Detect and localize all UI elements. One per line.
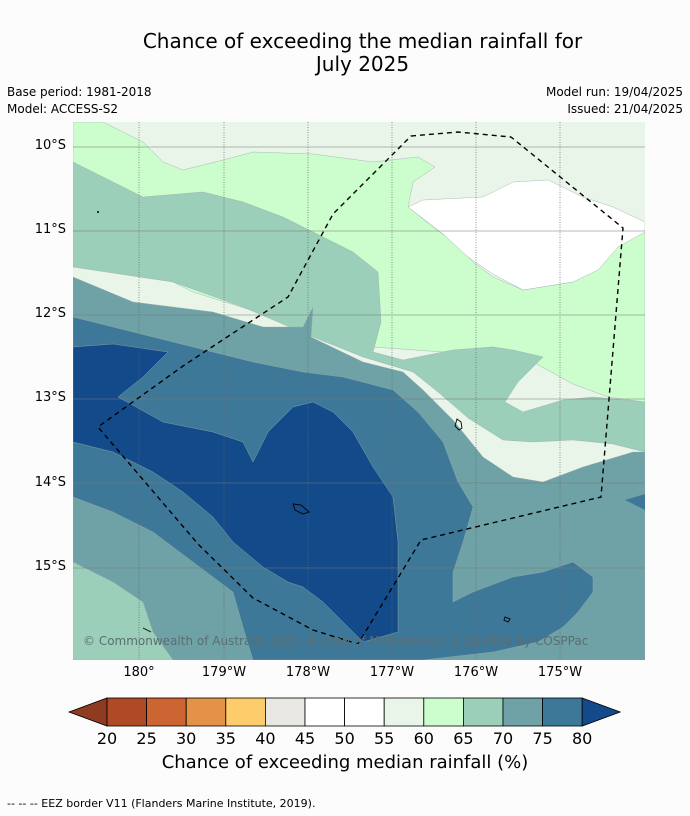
colorbar-segment (304, 697, 345, 727)
lat-label-14s: 14°S (34, 475, 66, 490)
meta-left: Base period: 1981-2018 Model: ACCESS-S2 (7, 84, 152, 118)
colorbar-tick-label: 45 (294, 729, 316, 748)
eez-border (96, 131, 624, 645)
colorbar-tick-label: 55 (374, 729, 395, 748)
island-3 (503, 616, 511, 623)
colorbar-segment (146, 697, 187, 727)
meta-right: Model run: 19/04/2025 Issued: 21/04/2025 (546, 84, 683, 118)
colorbar-tick-label: 30 (176, 729, 197, 748)
model-text: Model: ACCESS-S2 (7, 102, 119, 116)
colorbar-tick-label: 70 (492, 729, 514, 748)
contour-right-patch (625, 494, 645, 510)
colorbar-tick-label: 80 (572, 729, 593, 748)
title-line-1: Chance of exceeding the median rainfall … (142, 29, 583, 53)
colorbar-tick-label: 20 (96, 729, 118, 748)
issued-text: Issued: 21/04/2025 (567, 102, 683, 116)
colorbar-tick-label: 75 (532, 729, 553, 748)
colorbar-segment (502, 697, 543, 727)
map-title: Chance of exceeding the median rainfall … (0, 30, 690, 76)
colorbar-tick-label: 50 (334, 729, 355, 748)
colorbar-tick-label: 35 (215, 729, 236, 748)
islands (142, 418, 511, 633)
contour-65-70-lower (73, 561, 174, 660)
map-gridlines-lat (73, 146, 645, 569)
colorbar-tick-label: 40 (255, 729, 276, 748)
colorbar-segments (67, 697, 622, 727)
lat-label-13s: 13°S (34, 390, 66, 405)
lat-label-15s: 15°S (34, 559, 66, 574)
island-2 (292, 503, 310, 515)
lon-label-178w: 178°W (285, 665, 331, 680)
colorbar-title: Chance of exceeding median rainfall (%) (161, 752, 529, 773)
colorbar-tick-label: 65 (453, 729, 474, 748)
colorbar-segment (383, 697, 425, 727)
colorbar-segment (344, 697, 385, 727)
colorbar-segment (106, 697, 147, 727)
eez-legend-note: -- -- -- EEZ border V11 (Flanders Marine… (7, 797, 316, 810)
colorbar-segment (225, 697, 266, 727)
contour-50-55 (407, 179, 645, 291)
colorbar (67, 697, 622, 727)
colorbar-tick-label: 60 (413, 729, 434, 748)
colorbar-segment (185, 697, 227, 727)
island-dot (97, 211, 99, 213)
lat-label-10s: 10°S (34, 138, 66, 153)
model-run-text: Model run: 19/04/2025 (545, 85, 683, 99)
lon-label-176w: 176°W (453, 665, 499, 680)
colorbar-segment (264, 697, 306, 727)
colorbar-tick-label: 25 (136, 729, 157, 748)
base-period-text: Base period: 1981-2018 (7, 85, 152, 99)
title-line-2: July 2025 (315, 52, 410, 76)
lon-label-177w: 177°W (369, 665, 415, 680)
island-1 (454, 418, 463, 431)
lon-label-179w: 179°W (201, 665, 247, 680)
lat-label-11s: 11°S (34, 222, 66, 237)
colorbar-extend-high (581, 697, 622, 727)
lat-label-12s: 12°S (34, 306, 66, 321)
colorbar-extend-low (67, 697, 108, 727)
colorbar-segment (462, 697, 504, 727)
colorbar-segment (542, 697, 583, 727)
copyright-text: © Commonwealth of Australia 2025, Bureau… (83, 634, 588, 648)
colorbar-segment (423, 697, 464, 727)
contour-80-plus (73, 343, 399, 643)
lon-label-175w: 175°W (537, 665, 583, 680)
island-4 (142, 627, 152, 633)
rainfall-map: © Commonwealth of Australia 2025, Bureau… (73, 122, 645, 660)
lon-label-180: 180° (123, 665, 155, 680)
